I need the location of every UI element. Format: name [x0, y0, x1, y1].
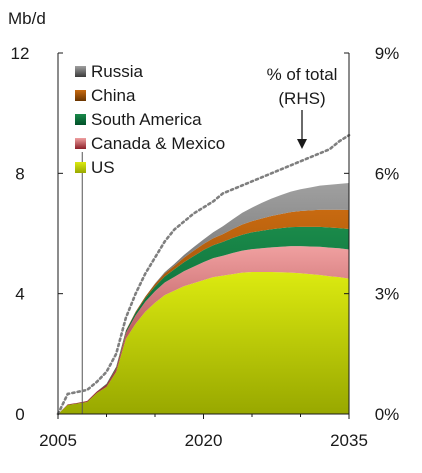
y-axis-left-unit: Mb/d: [8, 9, 46, 28]
legend-label-south-america: South America: [91, 110, 202, 129]
annotation-line-1: % of total: [267, 65, 338, 84]
axes: [57, 52, 350, 419]
area-south-america: [58, 226, 349, 414]
y-left-tick-label: 12: [11, 44, 30, 63]
legend-label-us: US: [91, 158, 115, 177]
annotation-arrow-head: [297, 139, 307, 149]
rhs-annotation: % of total (RHS): [267, 65, 338, 149]
legend-label-canada-mexico: Canada & Mexico: [91, 134, 225, 153]
tick-labels: 0 4 8 12 0% 3% 6% 9% 2005 2020 2035: [11, 44, 400, 450]
y-left-tick-label: 8: [15, 164, 24, 183]
legend: Russia China South America Canada & Mexico U…: [75, 62, 225, 177]
area-russia: [58, 182, 349, 414]
share-line: [56, 133, 351, 416]
y-right-tick-label: 6%: [375, 164, 400, 183]
y-right-tick-label: 3%: [375, 285, 400, 304]
x-tick-label: 2005: [39, 431, 77, 450]
legend-swatch-canada-mexico: [75, 138, 86, 149]
y-left-tick-label: 0: [15, 405, 24, 424]
stacked-areas: [58, 182, 349, 414]
legend-swatch-south-america: [75, 114, 86, 125]
y-right-tick-label: 0%: [375, 405, 400, 424]
share-line-group: [56, 133, 351, 416]
legend-swatch-us: [75, 162, 86, 173]
x-tick-label: 2020: [185, 431, 223, 450]
legend-label-russia: Russia: [91, 62, 144, 81]
area-us: [58, 272, 349, 414]
y-right-tick-label: 9%: [375, 44, 400, 63]
x-tick-label: 2035: [330, 431, 368, 450]
legend-swatch-china: [75, 90, 86, 101]
annotation-line-2: (RHS): [278, 89, 325, 108]
legend-label-china: China: [91, 86, 136, 105]
area-canada-mexico: [58, 246, 349, 414]
y-left-tick-label: 4: [15, 285, 24, 304]
legend-swatch-russia: [75, 66, 86, 77]
